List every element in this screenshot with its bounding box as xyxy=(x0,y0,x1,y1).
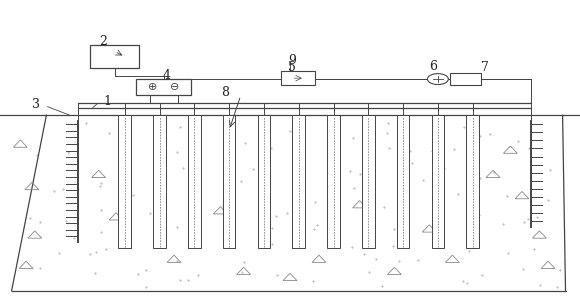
Bar xyxy=(327,115,340,248)
Bar xyxy=(136,79,191,95)
Text: 6: 6 xyxy=(429,60,437,73)
Bar xyxy=(118,115,131,248)
Text: ⊖: ⊖ xyxy=(170,82,180,92)
Text: 9: 9 xyxy=(288,54,296,67)
Bar xyxy=(362,115,375,248)
Bar xyxy=(90,45,139,68)
Bar xyxy=(432,115,444,248)
Bar xyxy=(188,115,201,248)
Bar xyxy=(223,115,235,248)
Text: ⊕: ⊕ xyxy=(148,82,158,92)
Bar xyxy=(397,115,409,248)
Text: 4: 4 xyxy=(162,69,171,82)
Text: 7: 7 xyxy=(481,61,489,74)
Bar xyxy=(281,71,315,85)
Circle shape xyxy=(427,74,448,85)
Bar xyxy=(153,115,166,248)
Bar xyxy=(450,73,481,85)
Bar xyxy=(258,115,270,248)
Text: 8: 8 xyxy=(221,86,229,99)
Text: 2: 2 xyxy=(99,35,107,48)
Text: 3: 3 xyxy=(32,98,40,111)
Bar xyxy=(466,115,479,248)
Bar xyxy=(292,115,305,248)
Text: 5: 5 xyxy=(288,61,296,74)
Text: 1: 1 xyxy=(103,95,111,108)
